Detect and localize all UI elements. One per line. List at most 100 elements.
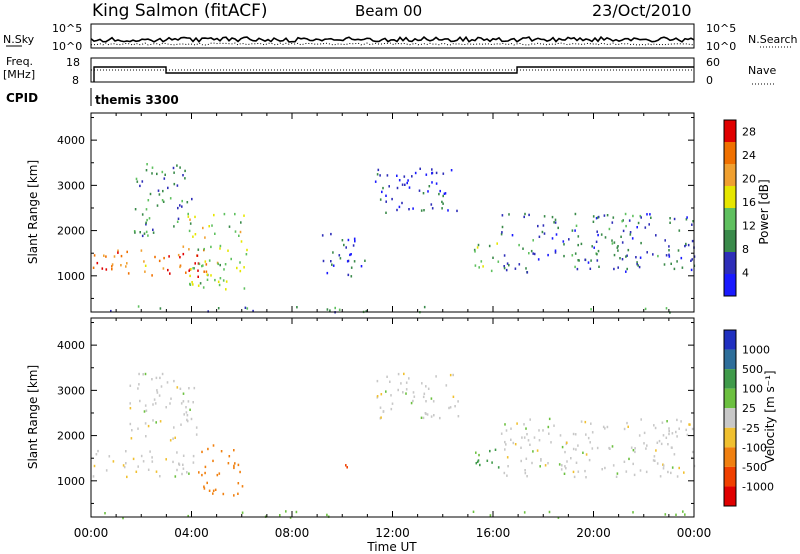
range-cell	[554, 249, 557, 252]
range-cell	[643, 442, 645, 445]
range-cell	[223, 268, 225, 271]
range-cell	[653, 424, 655, 427]
range-cell	[533, 436, 536, 439]
range-cell	[504, 440, 506, 444]
range-cell	[563, 472, 566, 475]
freq-unit-label: [MHz]	[3, 68, 35, 81]
range-cell	[660, 442, 663, 446]
noise-panel: N.Sky 10^5 10^0 10^5 10^0 N.Search	[3, 22, 798, 53]
range-cell	[524, 471, 527, 475]
range-cell	[626, 254, 628, 257]
range-cell	[439, 189, 441, 193]
nave-tick-bottom: 0	[706, 74, 713, 87]
y-tick-label: 3000	[57, 179, 85, 192]
velocity-colorbar-tick: -1000	[742, 480, 774, 493]
range-cell	[246, 248, 248, 252]
range-cell	[475, 462, 478, 465]
range-cell	[214, 278, 216, 282]
range-cell	[532, 450, 534, 453]
range-cell	[500, 432, 503, 435]
range-cell	[192, 267, 194, 270]
range-cell	[143, 260, 145, 263]
range-cell	[189, 222, 192, 225]
frequency-trace	[93, 66, 694, 82]
range-cell	[685, 242, 687, 246]
range-cell	[350, 253, 352, 256]
range-cell	[508, 264, 510, 267]
range-cell	[189, 218, 191, 221]
range-cell	[421, 382, 423, 385]
range-cell	[112, 460, 115, 463]
range-cell	[420, 209, 423, 212]
range-cell	[155, 470, 158, 473]
range-cell	[217, 307, 220, 310]
range-cell	[504, 448, 506, 451]
range-cell	[526, 433, 528, 436]
range-cell	[677, 249, 680, 252]
range-cell	[656, 441, 659, 444]
range-cell	[243, 287, 246, 290]
range-cell	[152, 419, 154, 422]
range-cell	[396, 174, 398, 177]
range-cell	[668, 245, 670, 248]
range-cell	[615, 475, 618, 478]
range-cell	[137, 387, 139, 390]
velocity-colorbar-swatch	[724, 447, 736, 467]
range-cell	[580, 242, 583, 246]
range-cell	[173, 379, 175, 383]
range-cell	[338, 308, 341, 311]
range-cell	[422, 192, 425, 195]
range-cell	[524, 212, 526, 216]
range-cell	[125, 265, 127, 268]
range-cell	[233, 466, 235, 470]
range-cell	[156, 204, 159, 207]
range-cell	[329, 309, 331, 312]
range-cell	[630, 446, 633, 449]
range-cell	[506, 474, 508, 477]
range-cell	[685, 428, 687, 432]
range-cell	[518, 263, 521, 266]
range-cell	[427, 387, 430, 390]
velocity-colorbar-tick: -25	[742, 422, 760, 435]
range-cell	[653, 455, 656, 458]
range-cell	[389, 380, 391, 383]
range-cell	[129, 407, 132, 410]
range-cell	[177, 253, 180, 257]
range-cell	[219, 244, 222, 248]
range-cell	[503, 266, 506, 270]
range-cell	[141, 234, 144, 238]
range-cell	[224, 263, 227, 266]
power-colorbar-tick: 8	[742, 243, 749, 256]
range-cell	[691, 427, 694, 431]
range-cell	[140, 249, 143, 252]
range-cell	[188, 472, 190, 475]
range-cell	[431, 181, 433, 184]
range-cell	[151, 166, 154, 169]
range-cell	[532, 239, 534, 242]
range-cell	[182, 400, 185, 403]
range-cell	[408, 208, 410, 211]
range-cell	[523, 436, 526, 439]
range-cell	[218, 472, 221, 475]
range-cell	[612, 216, 615, 219]
velocity-colorbar-tick: -500	[742, 461, 767, 474]
range-cell	[120, 264, 122, 267]
range-cell	[246, 307, 249, 310]
range-cell	[330, 232, 332, 236]
range-cell	[554, 221, 557, 224]
velocity-colorbar-frame	[723, 329, 737, 507]
range-cell	[92, 266, 95, 269]
range-cell	[425, 385, 427, 388]
range-cell	[178, 462, 180, 465]
range-cell	[145, 223, 147, 226]
range-cell	[212, 459, 214, 463]
range-cell	[475, 451, 477, 454]
range-cell	[692, 220, 694, 223]
range-cell	[442, 194, 444, 198]
range-cell	[401, 201, 403, 205]
range-cell	[385, 194, 387, 197]
range-cell	[639, 469, 642, 472]
range-cell	[165, 458, 167, 461]
range-cell	[413, 395, 416, 398]
range-cell	[617, 249, 619, 252]
